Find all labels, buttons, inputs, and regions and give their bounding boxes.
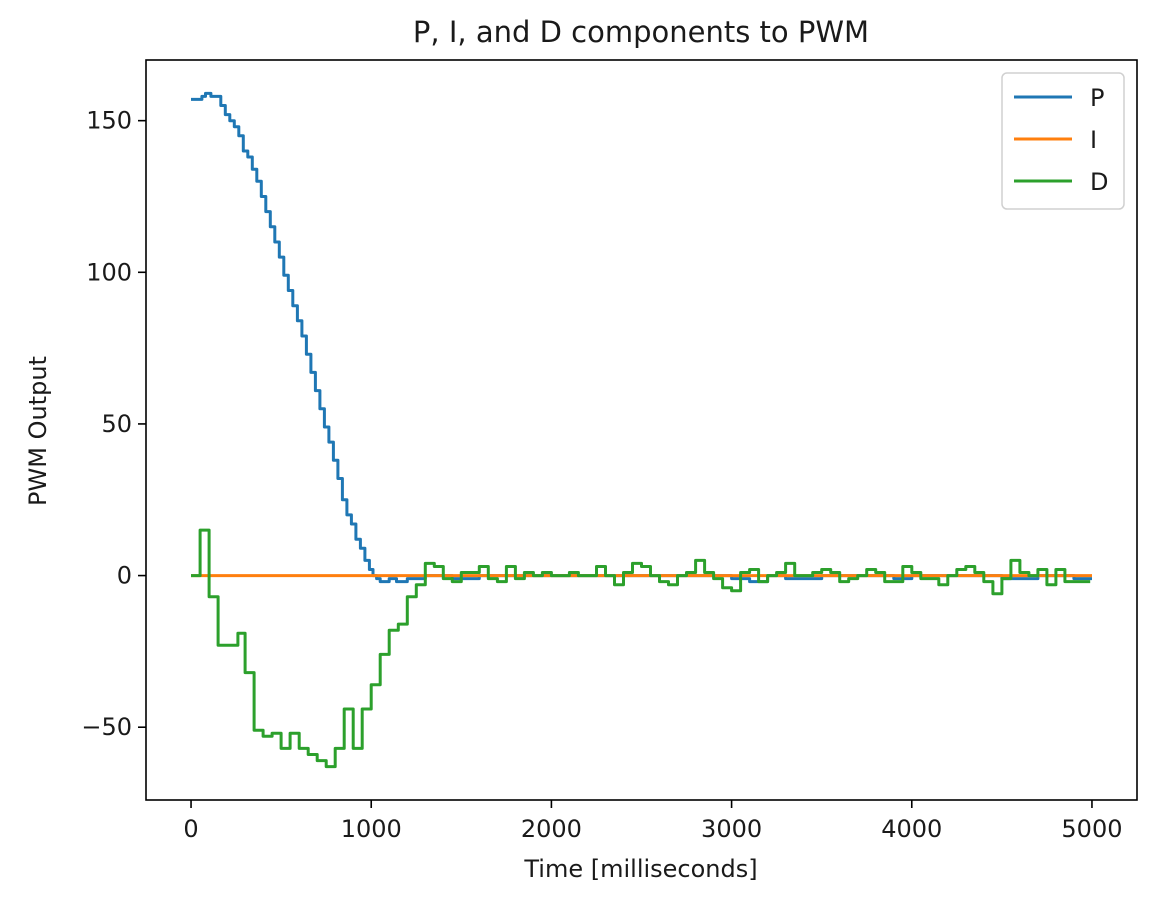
x-tick-label: 2000: [521, 815, 582, 843]
series-group: [191, 91, 1092, 769]
x-axis-label: Time [milliseconds]: [523, 855, 757, 883]
x-tick-label: 5000: [1061, 815, 1122, 843]
x-tick-label: 1000: [341, 815, 402, 843]
x-tick-label: 3000: [701, 815, 762, 843]
y-tick-label: 100: [86, 258, 132, 286]
y-axis-label: PWM Output: [24, 356, 52, 506]
y-tick-label: 150: [86, 107, 132, 135]
legend-box: [1001, 72, 1125, 210]
legend-label-d: D: [1090, 168, 1108, 196]
x-tick-label: 0: [183, 815, 198, 843]
legend-label-i: I: [1090, 126, 1097, 154]
series-line-d: [191, 528, 1091, 769]
x-axis: 0 1000 2000 3000 4000 5000: [183, 800, 1122, 843]
legend: PID: [1001, 72, 1125, 210]
y-tick-label: −50: [81, 713, 132, 741]
plot-area: [145, 59, 1138, 801]
chart-title: P, I, and D components to PWM: [413, 15, 869, 49]
x-tick-label: 4000: [881, 815, 942, 843]
y-axis: −50 0 50 100 150: [81, 107, 146, 741]
plot-frame: [145, 59, 1138, 801]
y-tick-label: 0: [117, 562, 132, 590]
y-tick-label: 50: [101, 410, 132, 438]
legend-label-p: P: [1090, 84, 1104, 112]
